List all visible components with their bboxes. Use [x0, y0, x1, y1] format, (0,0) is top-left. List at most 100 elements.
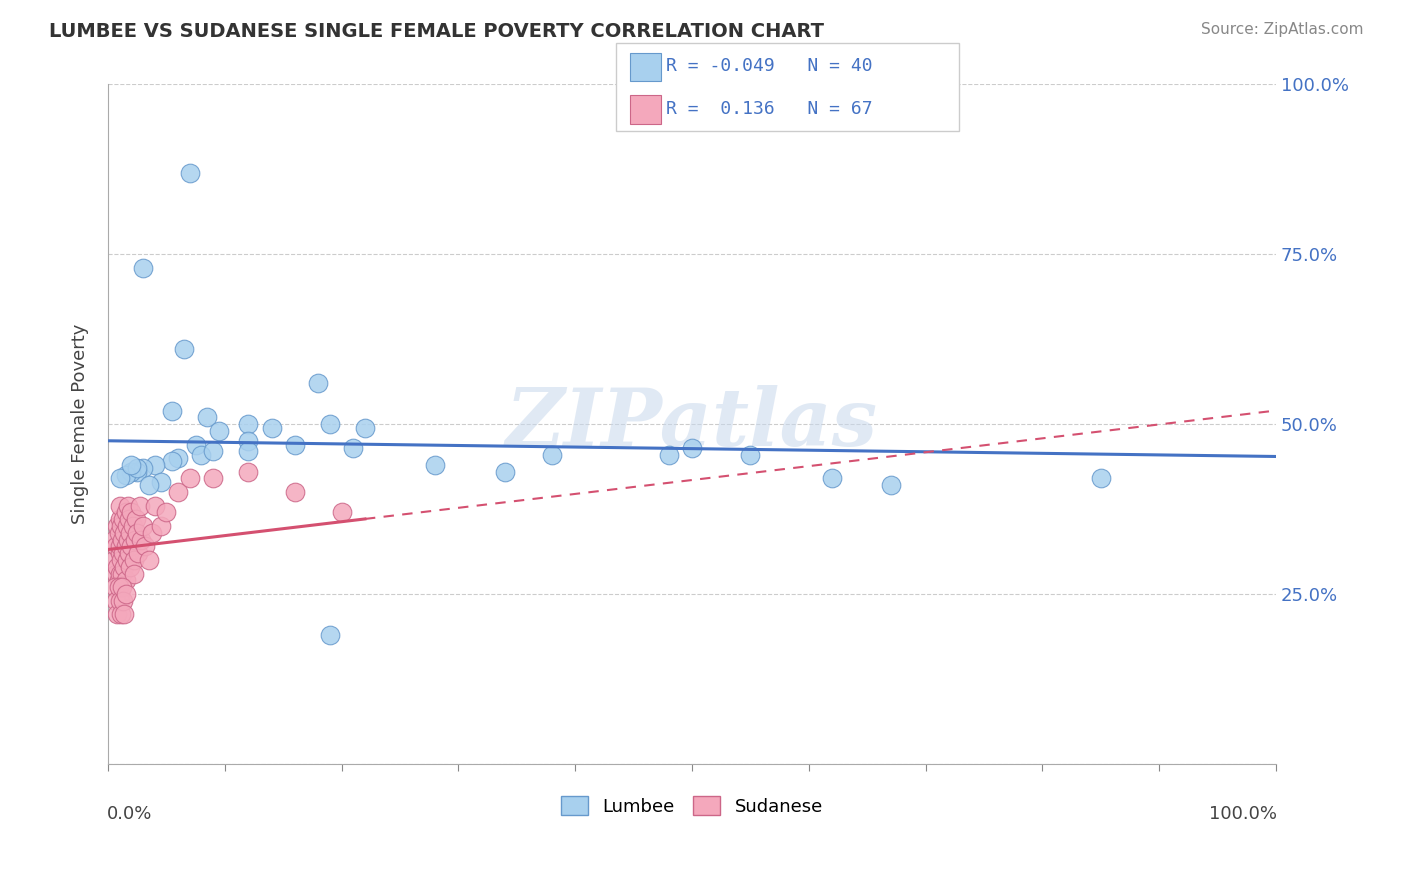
Y-axis label: Single Female Poverty: Single Female Poverty: [72, 324, 89, 524]
Point: [1090, 471, 1112, 485]
Point: [149, 475, 172, 489]
Point: [149, 519, 172, 533]
Point: [125, 512, 148, 526]
Text: 0.0%: 0.0%: [107, 805, 152, 822]
Point: [184, 437, 207, 451]
Point: [108, 587, 131, 601]
Text: Source: ZipAtlas.com: Source: ZipAtlas.com: [1201, 22, 1364, 37]
Point: [120, 540, 142, 554]
Point: [112, 525, 135, 540]
Point: [107, 574, 129, 588]
Point: [108, 512, 131, 526]
Point: [138, 478, 160, 492]
Point: [115, 553, 138, 567]
Point: [104, 580, 127, 594]
Point: [118, 546, 141, 560]
Point: [330, 505, 353, 519]
Point: [179, 471, 201, 485]
Point: [236, 444, 259, 458]
Point: [132, 260, 155, 275]
Point: [111, 580, 134, 594]
Point: [879, 478, 901, 492]
Point: [112, 559, 135, 574]
Point: [160, 403, 183, 417]
Point: [132, 519, 155, 533]
Point: [115, 519, 138, 533]
Point: [167, 485, 190, 500]
Point: [112, 607, 135, 622]
Point: [105, 540, 128, 554]
Point: [107, 525, 129, 540]
Point: [122, 566, 145, 581]
Point: [120, 525, 142, 540]
Point: [108, 471, 131, 485]
Point: [681, 441, 703, 455]
Point: [105, 566, 128, 581]
Point: [117, 533, 139, 547]
Point: [195, 410, 218, 425]
Point: [110, 607, 132, 622]
Point: [143, 458, 166, 472]
Point: [354, 420, 377, 434]
Point: [260, 420, 283, 434]
Point: [155, 505, 177, 519]
Point: [110, 553, 132, 567]
Point: [127, 465, 149, 479]
Point: [114, 468, 136, 483]
Point: [124, 533, 146, 547]
Point: [110, 519, 132, 533]
Point: [540, 448, 562, 462]
Point: [103, 533, 125, 547]
Point: [127, 546, 149, 560]
Point: [141, 525, 163, 540]
Point: [114, 540, 136, 554]
Point: [167, 451, 190, 466]
Point: [111, 533, 134, 547]
Point: [112, 594, 135, 608]
Text: 100.0%: 100.0%: [1209, 805, 1277, 822]
Point: [190, 448, 212, 462]
Point: [120, 505, 142, 519]
Point: [112, 546, 135, 560]
Point: [319, 417, 342, 431]
Point: [658, 448, 681, 462]
Point: [112, 512, 135, 526]
Point: [208, 424, 231, 438]
Point: [740, 448, 762, 462]
Point: [105, 519, 128, 533]
Point: [120, 458, 142, 472]
Point: [127, 461, 149, 475]
Point: [129, 533, 152, 547]
Point: [117, 499, 139, 513]
Point: [127, 525, 149, 540]
Point: [138, 553, 160, 567]
Point: [128, 499, 150, 513]
Point: [284, 485, 307, 500]
Text: R = -0.049   N = 40: R = -0.049 N = 40: [666, 57, 873, 75]
Point: [319, 628, 342, 642]
Point: [236, 434, 259, 449]
Point: [202, 444, 225, 458]
Text: R =  0.136   N = 67: R = 0.136 N = 67: [666, 100, 873, 118]
Point: [307, 376, 329, 391]
Point: [821, 471, 844, 485]
Point: [494, 465, 516, 479]
Point: [114, 574, 136, 588]
Point: [134, 540, 156, 554]
Point: [236, 417, 259, 431]
Point: [132, 461, 155, 475]
Point: [108, 499, 131, 513]
Text: ZIPatlas: ZIPatlas: [506, 385, 877, 463]
Point: [121, 519, 143, 533]
Point: [111, 566, 134, 581]
Point: [108, 594, 131, 608]
Legend: Lumbee, Sudanese: Lumbee, Sudanese: [554, 789, 830, 822]
Point: [105, 559, 128, 574]
Point: [120, 559, 142, 574]
Point: [114, 505, 136, 519]
Point: [423, 458, 446, 472]
Point: [202, 471, 225, 485]
Point: [173, 343, 195, 357]
Point: [103, 553, 125, 567]
Point: [160, 454, 183, 468]
